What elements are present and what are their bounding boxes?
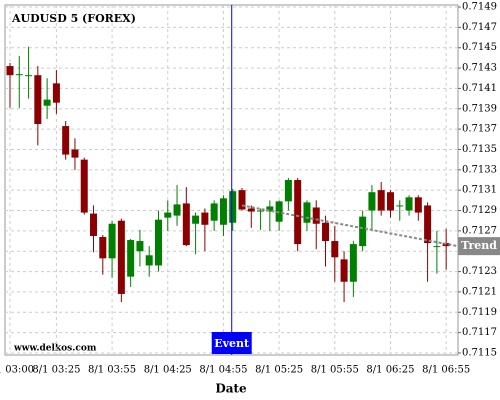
trend-line bbox=[241, 204, 459, 248]
candle-body bbox=[414, 197, 422, 213]
event-label-box bbox=[211, 332, 252, 354]
x-axis-label: Date bbox=[215, 382, 247, 396]
x-tick-label: 8/1 06:25 bbox=[366, 365, 414, 376]
candle-body bbox=[108, 223, 116, 259]
y-tick-label: 0.7141 bbox=[462, 83, 497, 94]
y-tick-label: 0.7143 bbox=[462, 63, 497, 74]
candle-body bbox=[247, 208, 255, 212]
candle-body bbox=[377, 190, 385, 211]
candle-body bbox=[80, 159, 88, 213]
y-tick-label: 0.7117 bbox=[462, 327, 497, 338]
candle-body bbox=[173, 204, 181, 216]
y-tick-label: 0.7139 bbox=[462, 103, 497, 114]
candle-body bbox=[294, 180, 302, 245]
candle-body bbox=[219, 198, 227, 225]
y-tick-label: 0.7123 bbox=[462, 266, 497, 277]
x-tick-label: 8/1 03:00 bbox=[0, 365, 34, 376]
y-tick-label: 0.7145 bbox=[462, 42, 497, 53]
candle-body bbox=[229, 191, 237, 223]
candle-body bbox=[127, 240, 135, 277]
candle-body bbox=[303, 202, 311, 223]
candle-body bbox=[359, 216, 367, 247]
candle-body bbox=[322, 222, 330, 242]
x-tick-label: 8/1 03:25 bbox=[32, 365, 80, 376]
candle-body bbox=[62, 126, 70, 155]
source: www.delkos.com bbox=[13, 344, 97, 354]
candle-body bbox=[396, 205, 404, 207]
trend-label-box bbox=[458, 237, 500, 256]
candle-body bbox=[405, 197, 413, 211]
x-tick-label: 8/1 05:25 bbox=[255, 365, 303, 376]
candle-body bbox=[424, 205, 432, 244]
candle-body bbox=[182, 203, 190, 246]
candle-body bbox=[145, 255, 153, 266]
x-tick-label: 8/1 06:55 bbox=[422, 365, 470, 376]
candle-body bbox=[386, 192, 394, 211]
candle-body bbox=[201, 212, 209, 225]
y-tick-label: 0.7121 bbox=[462, 286, 497, 297]
y-tick-label: 0.7115 bbox=[462, 347, 497, 358]
candle-body bbox=[266, 206, 274, 212]
candle-body bbox=[164, 212, 172, 218]
candle-body bbox=[312, 207, 320, 224]
candle-body bbox=[257, 210, 265, 212]
event-label: Event bbox=[214, 337, 250, 350]
candle-body bbox=[15, 74, 23, 76]
x-tick-label: 8/1 05:55 bbox=[311, 365, 359, 376]
candle-body bbox=[154, 219, 162, 266]
candle-body bbox=[99, 236, 107, 259]
candle-body bbox=[349, 244, 357, 282]
candle-body bbox=[90, 213, 98, 236]
candle-body bbox=[43, 99, 51, 106]
y-tick-label: 0.7127 bbox=[462, 225, 497, 236]
candle-body bbox=[117, 220, 125, 294]
candle-body bbox=[210, 203, 218, 221]
candle-body bbox=[71, 149, 79, 158]
y-tick-label: 0.7149 bbox=[462, 2, 497, 13]
candle-body bbox=[340, 259, 348, 282]
candle-body bbox=[192, 215, 200, 224]
candle-body bbox=[284, 180, 292, 202]
candle-body bbox=[136, 241, 144, 252]
chart-title: AUDUSD 5 (FOREX) bbox=[11, 12, 136, 25]
candle-body bbox=[238, 190, 246, 210]
y-tick-label: 0.7137 bbox=[462, 124, 497, 135]
y-tick-label: 0.7133 bbox=[462, 164, 497, 175]
x-tick-label: 8/1 04:25 bbox=[144, 365, 192, 376]
y-tick-label: 0.7129 bbox=[462, 205, 497, 216]
y-tick-label: 0.7119 bbox=[462, 307, 497, 318]
x-tick-label: 8/1 04:55 bbox=[199, 365, 247, 376]
x-tick-label: 8/1 03:55 bbox=[88, 365, 136, 376]
candle-body bbox=[52, 83, 60, 103]
candle-body bbox=[6, 66, 14, 76]
candle-body bbox=[331, 241, 339, 258]
candle-body bbox=[433, 246, 441, 248]
candle-body bbox=[25, 75, 33, 77]
y-tick-label: 0.7147 bbox=[462, 22, 497, 33]
candle-body bbox=[34, 75, 42, 125]
y-tick-label: 0.7135 bbox=[462, 144, 497, 155]
y-tick-label: 0.7131 bbox=[462, 185, 497, 196]
trend-label: Trend bbox=[461, 239, 497, 252]
candle-body bbox=[368, 192, 376, 211]
